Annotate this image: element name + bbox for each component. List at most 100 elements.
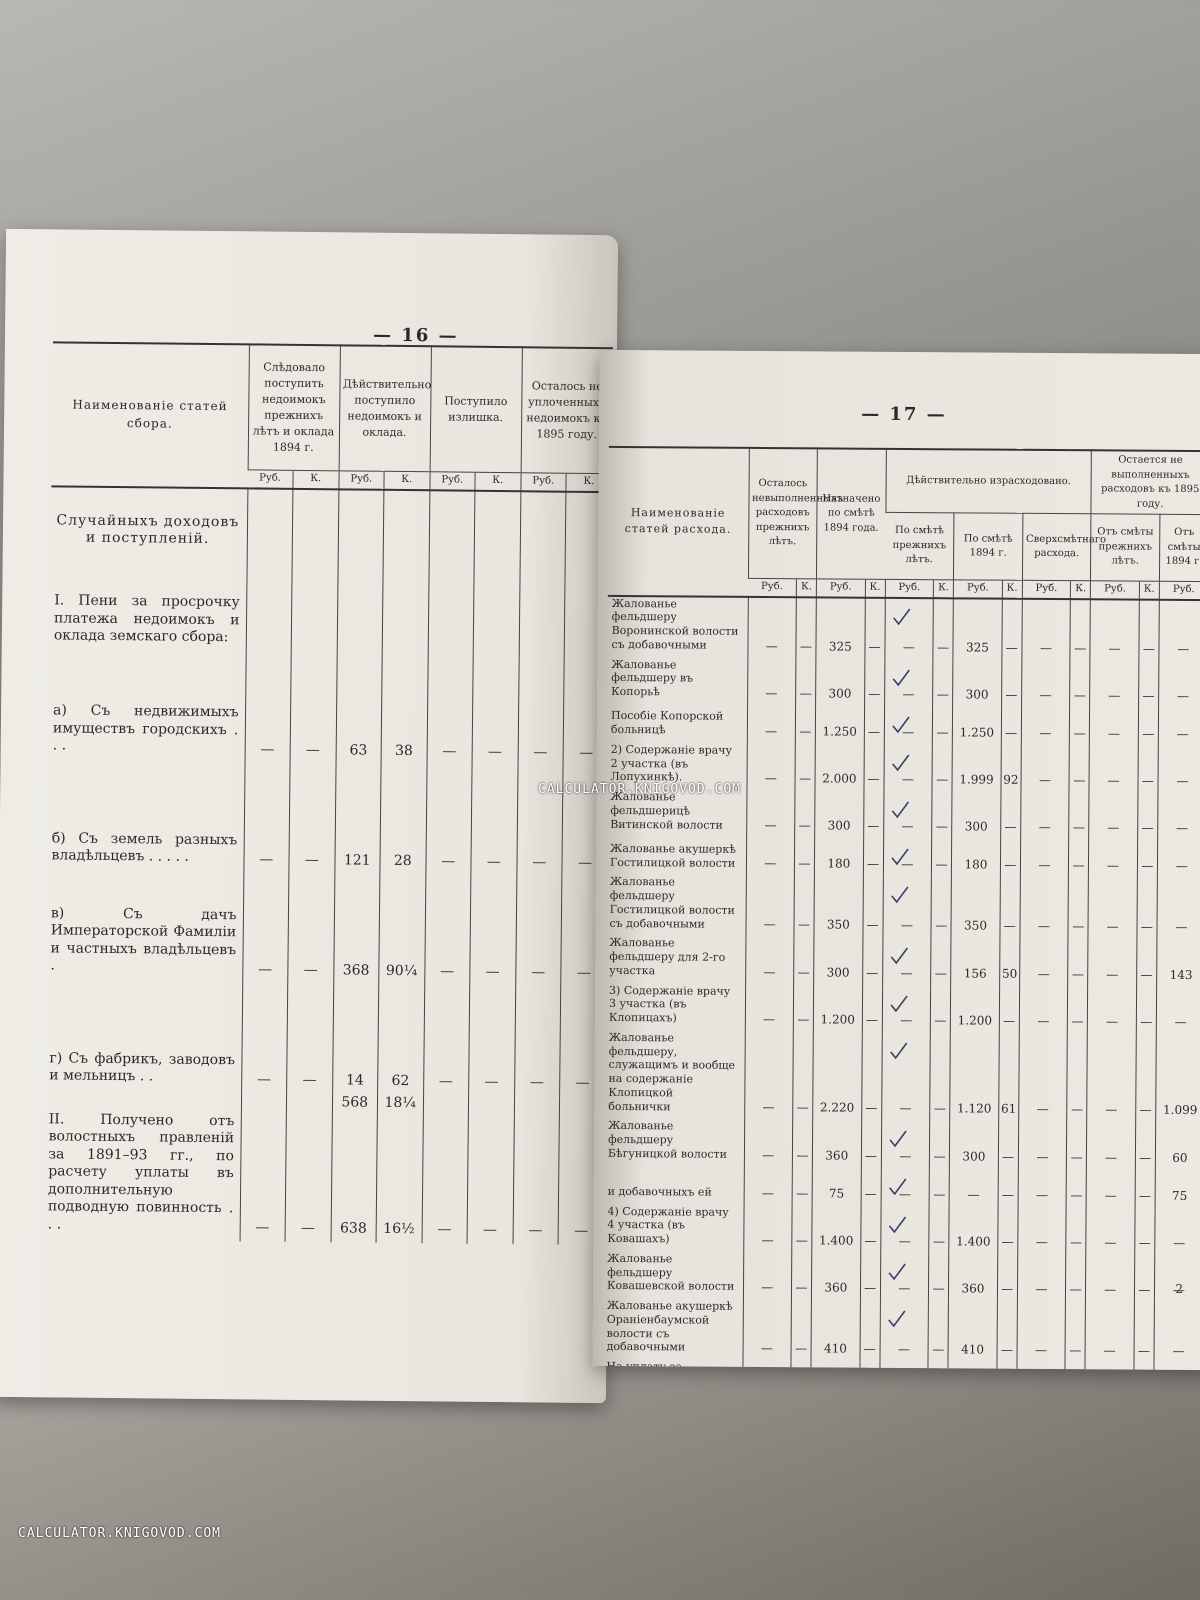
cell: 410 <box>948 1301 998 1363</box>
cell: — <box>791 1205 813 1254</box>
cell: — <box>1135 1122 1156 1171</box>
cell: — <box>879 1361 929 1371</box>
page-number: — 17 — <box>861 403 947 426</box>
row-label: Жалованье фельдшеру, служащимъ и вообще … <box>608 1030 736 1113</box>
cell: — <box>470 765 518 876</box>
cell: — <box>1068 840 1089 879</box>
cell: — <box>1086 1169 1136 1209</box>
cell: — <box>1066 1207 1087 1256</box>
unit-kop: К. <box>474 472 521 491</box>
header-row: Наименованіе статей сбора. Слѣдовало пост… <box>52 342 613 474</box>
cell: — <box>746 705 796 744</box>
column-header: Осталось невыполненныхъ расходовъ прежни… <box>747 447 843 579</box>
cell: — <box>1067 1033 1088 1123</box>
cell: 1.200 <box>950 985 1000 1034</box>
cell: — <box>287 873 335 984</box>
ledger-row: Жалованье фельдшеру для 2-го участка — —30… <box>605 936 1200 988</box>
cell: — <box>883 791 933 840</box>
cell: — <box>932 706 953 746</box>
cell: — <box>791 1300 812 1362</box>
cell: — <box>746 743 796 792</box>
cell: 300 <box>814 791 864 839</box>
subtotal-cell: 18¼ <box>377 1094 424 1115</box>
cell: — <box>742 1360 792 1371</box>
cell: — <box>288 763 336 874</box>
cell: 2.000 <box>815 744 864 792</box>
cell: — <box>793 937 815 985</box>
cell: — <box>1136 987 1157 1035</box>
cell: — <box>745 937 795 985</box>
empty-cell <box>292 488 339 556</box>
ledger-row: а) Съ недвижимыхъ имуществъ городскихъ .… <box>49 651 610 767</box>
cell: — <box>929 1168 950 1207</box>
cell: 38 <box>381 654 428 765</box>
empty-cell <box>422 1094 469 1116</box>
cell: — <box>745 838 795 877</box>
cell: — <box>999 877 1021 940</box>
handwritten-check <box>889 1042 908 1059</box>
empty-cell <box>246 487 293 556</box>
ledger-row: в) Съ дачъ Императорской Фамиліи и частн… <box>46 871 608 987</box>
cell: — <box>467 1115 514 1245</box>
cell: 1.120 <box>949 1033 1000 1122</box>
cell: — <box>1001 598 1023 661</box>
row-label: в) Съ дачъ Императорской Фамиліи и частн… <box>50 904 237 974</box>
header-row: Наименованіе статей расхода. Осталось нев… <box>608 447 1200 580</box>
cell: — <box>1069 660 1091 709</box>
cell: — <box>1066 1169 1087 1208</box>
unit-kop: К. <box>1070 580 1091 599</box>
cell: — <box>242 872 289 984</box>
unit-rub: Руб. <box>1159 581 1200 600</box>
cell: — <box>997 1254 1018 1302</box>
cell: 300 <box>952 659 1002 708</box>
cell: 410 <box>811 1300 861 1362</box>
cell: — <box>1088 878 1138 940</box>
ledger-row: 2) Содержаніе врачу 2 участка (въ Лопухи… <box>606 743 1200 795</box>
ledger-row: г) Съ фабрикъ, заводовъ и мельницъ . . — —… <box>45 981 607 1097</box>
cell: — <box>880 1206 930 1254</box>
check-stroke <box>888 1263 906 1280</box>
cell: — <box>860 1206 881 1254</box>
cell: 300 <box>813 937 863 986</box>
cell: — <box>1017 1207 1067 1255</box>
cell: 75 <box>812 1167 861 1207</box>
cell: 143 <box>1156 940 1200 988</box>
cell: — <box>1154 1255 1200 1304</box>
cell: — <box>1065 1302 1086 1364</box>
cell: 2.220 <box>812 1032 862 1121</box>
check-stroke <box>890 947 908 965</box>
handwritten-check <box>888 1216 906 1233</box>
left-page: — 16 — Наименованіе статей сбора. Слѣдова… <box>0 228 619 1404</box>
signature-mark: 2 <box>1175 1281 1184 1296</box>
cell: 1.200 <box>813 984 863 1033</box>
cell: — <box>1064 1363 1086 1371</box>
cell: — <box>742 1252 792 1301</box>
cell: — <box>1021 660 1071 708</box>
column-subheader: Сверхсмѣтнаго расхода. <box>1022 513 1106 581</box>
cell: 300 <box>951 792 1001 840</box>
cell: 28 <box>379 764 427 875</box>
cell: — <box>928 1301 949 1363</box>
cell: — <box>469 875 517 986</box>
row-label: 4) Содержаніе врачу 4 участка (въ Коваша… <box>607 1204 729 1246</box>
section-title: Случайныхъ доходовъ и поступленій. <box>56 511 240 547</box>
cell: — <box>859 1361 880 1371</box>
cell: — <box>882 938 932 986</box>
cell: — <box>793 984 814 1033</box>
ledger-row: Жалованье фельдшеру Воронинской волости … <box>607 595 1200 662</box>
cell: — <box>1156 987 1200 1035</box>
empty-cell <box>336 555 384 655</box>
cell: — <box>1068 793 1090 841</box>
table-body: Случайныхъ доходовъ и поступленій. I. Пен… <box>44 486 612 1246</box>
cell: — <box>861 985 883 1033</box>
row-label: и добавочныхъ ей <box>607 1184 712 1199</box>
cell: — <box>883 706 933 745</box>
cell: — <box>743 1205 793 1253</box>
cell: 121 <box>334 763 382 875</box>
row-label: а) Съ недвижимыхъ имуществъ городскихъ .… <box>52 702 239 754</box>
cell: 1.099 <box>1155 1034 1200 1124</box>
empty-cell <box>45 1091 241 1113</box>
cell: 14 <box>332 983 379 1095</box>
cell: — <box>1018 1033 1068 1123</box>
ledger-row: б) Съ земель разныхъ владѣльцевъ . . . .… <box>47 761 609 877</box>
